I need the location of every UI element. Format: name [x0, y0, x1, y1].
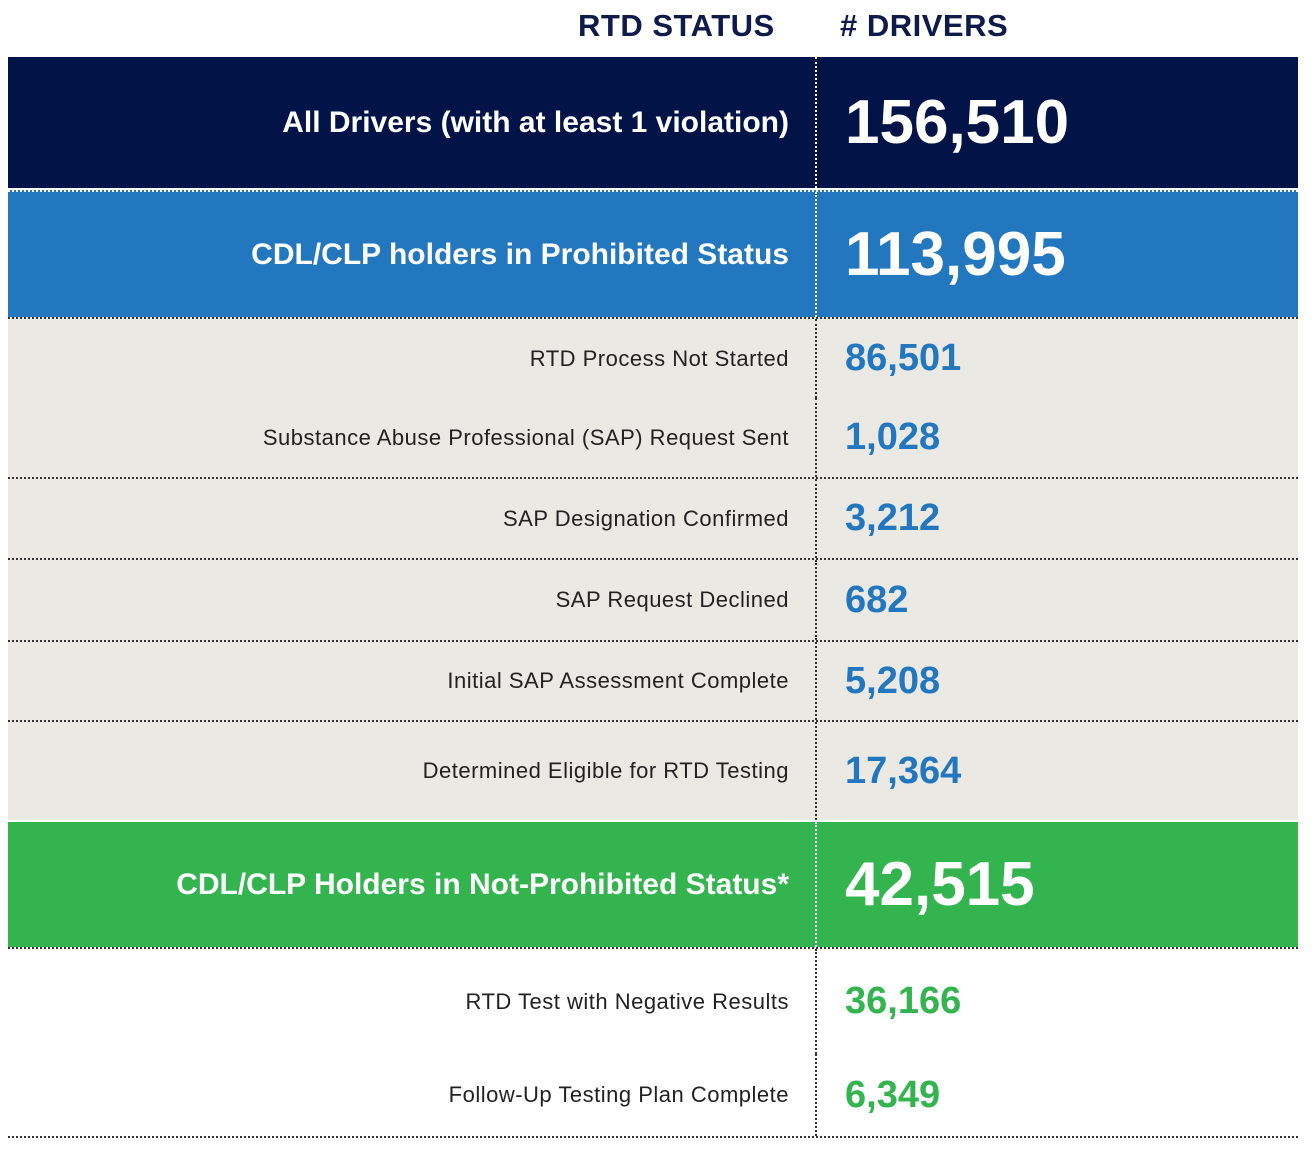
row-label: Substance Abuse Professional (SAP) Reque…	[262, 424, 789, 450]
row-label: SAP Designation Confirmed	[502, 505, 789, 531]
row-value: 5,208	[815, 642, 1298, 720]
table-row: SAP Designation Confirmed 3,212	[8, 479, 1298, 560]
table-row: RTD Test with Negative Results 36,166	[8, 947, 1298, 1056]
row-label: Initial SAP Assessment Complete	[447, 668, 789, 693]
row-value: 1,028	[815, 398, 1298, 477]
table-row: SAP Request Declined 682	[8, 560, 1298, 642]
table-row: RTD Process Not Started 86,501	[8, 317, 1298, 400]
table-row: Determined Eligible for RTD Testing 17,3…	[8, 722, 1298, 820]
row-value: 86,501	[815, 319, 1298, 398]
table-row-all-drivers: All Drivers (with at least 1 violation) …	[8, 57, 1298, 188]
row-value: 36,166	[815, 949, 1298, 1054]
row-label: CDL/CLP Holders in Not-Prohibited Status…	[176, 867, 789, 901]
row-value: 6,349	[815, 1054, 1298, 1136]
row-label: Determined Eligible for RTD Testing	[422, 758, 789, 783]
row-label: All Drivers (with at least 1 violation)	[282, 105, 789, 139]
column-header-drivers: # DRIVERS	[840, 8, 1009, 43]
row-label: RTD Process Not Started	[529, 345, 789, 371]
table-row: Substance Abuse Professional (SAP) Reque…	[8, 398, 1298, 479]
row-value: 3,212	[815, 479, 1298, 558]
row-label: Follow-Up Testing Plan Complete	[448, 1082, 789, 1107]
table-row: Initial SAP Assessment Complete 5,208	[8, 642, 1298, 722]
row-value: 113,995	[815, 192, 1298, 317]
table-row: Follow-Up Testing Plan Complete 6,349	[8, 1054, 1298, 1138]
row-label: RTD Test with Negative Results	[465, 988, 789, 1014]
row-value: 17,364	[815, 722, 1298, 820]
row-value: 682	[815, 560, 1298, 640]
column-header-rtd-status: RTD STATUS	[578, 8, 775, 43]
row-label: CDL/CLP holders in Prohibited Status	[251, 237, 789, 271]
row-value: 42,515	[815, 822, 1298, 947]
table-row-prohibited: CDL/CLP holders in Prohibited Status 113…	[8, 190, 1298, 317]
row-value: 156,510	[815, 57, 1298, 188]
table-row-not-prohibited: CDL/CLP Holders in Not-Prohibited Status…	[8, 822, 1298, 947]
row-label: SAP Request Declined	[555, 587, 789, 612]
